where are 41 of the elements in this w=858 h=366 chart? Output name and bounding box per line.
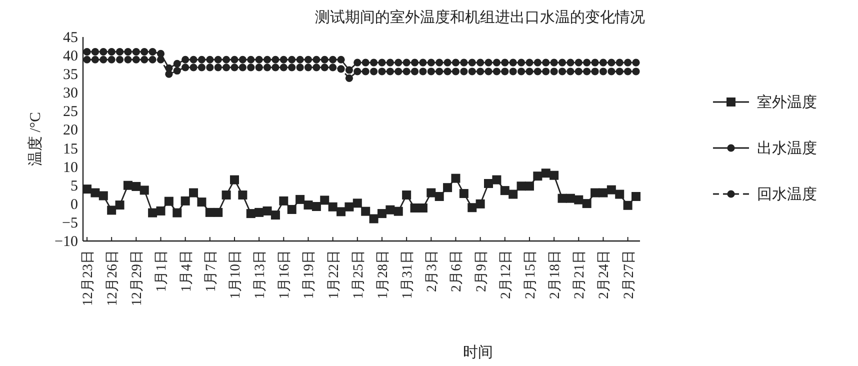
x-tick-label: 2月6日 bbox=[450, 250, 465, 292]
x-tick-label: 2月21日 bbox=[572, 250, 588, 299]
x-axis-title: 时间 bbox=[463, 344, 493, 361]
y-axis-title: 温度 /°C bbox=[27, 112, 44, 166]
y-tick-label: −10 bbox=[54, 234, 78, 250]
y-tick-label: −5 bbox=[62, 215, 78, 232]
x-tick-label: 1月31日 bbox=[400, 250, 416, 299]
x-tick-label: 1月4日 bbox=[179, 250, 194, 292]
x-tick-label: 2月18日 bbox=[548, 250, 564, 299]
x-tick-label: 2月3日 bbox=[425, 250, 440, 292]
chart-title: 测试期间的室外温度和机组进出口水温的变化情况 bbox=[315, 9, 645, 26]
x-tick-label: 2月12日 bbox=[498, 250, 514, 299]
x-tick-label: 1月22日 bbox=[326, 250, 342, 299]
x-tick-label: 2月24日 bbox=[597, 250, 612, 299]
y-tick-label: 0 bbox=[70, 196, 78, 213]
x-tick-label: 2月9日 bbox=[474, 250, 490, 292]
x-tick-label: 1月1日 bbox=[154, 250, 170, 292]
x-tick-label: 2月27日 bbox=[622, 250, 637, 299]
x-tick-label: 1月19日 bbox=[302, 250, 318, 299]
y-tick-label: 20 bbox=[63, 122, 78, 139]
x-tick-label: 1月28日 bbox=[376, 250, 391, 299]
y-tick-label: 35 bbox=[63, 67, 78, 84]
y-tick-label: 45 bbox=[63, 30, 78, 46]
y-tick-label: 40 bbox=[63, 48, 78, 65]
x-tick-label: 1月16日 bbox=[278, 250, 293, 299]
y-tick-label: 25 bbox=[63, 104, 78, 120]
x-tick-label: 2月15日 bbox=[523, 250, 538, 299]
legend-label: 出水温度 bbox=[757, 140, 817, 157]
y-tick-label: 15 bbox=[63, 141, 78, 158]
y-tick-label: 30 bbox=[63, 86, 78, 102]
x-tick-label: 12月26日 bbox=[106, 250, 121, 306]
y-tick-label: 5 bbox=[70, 178, 78, 194]
x-tick-label: 12月23日 bbox=[81, 250, 96, 306]
legend-label: 室外温度 bbox=[757, 94, 817, 111]
x-tick-label: 1月25日 bbox=[351, 250, 366, 299]
x-tick-label: 1月13日 bbox=[253, 250, 268, 299]
y-tick-label: 10 bbox=[63, 160, 78, 176]
x-tick-label: 1月7日 bbox=[204, 250, 219, 292]
legend-label: 回水温度 bbox=[757, 186, 817, 203]
x-tick-label: 1月10日 bbox=[228, 250, 244, 299]
x-tick-label: 12月29日 bbox=[130, 250, 146, 306]
